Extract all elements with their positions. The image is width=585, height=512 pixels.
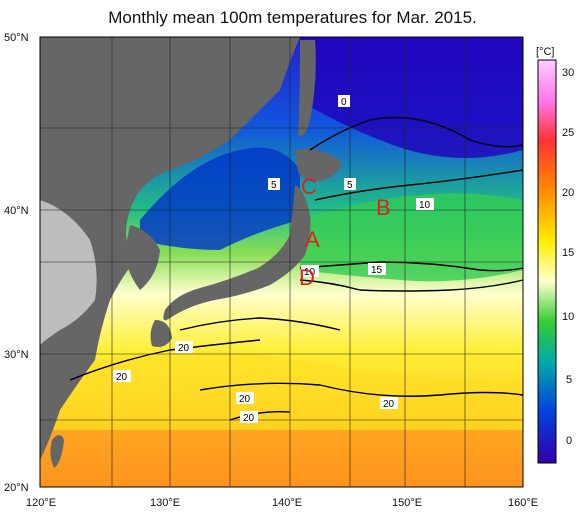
contour-label-0: 0 bbox=[341, 97, 347, 108]
colorbar-tick-25: 25 bbox=[562, 127, 574, 139]
lat-label-40n: 40°N bbox=[4, 205, 29, 217]
korean-peninsula bbox=[125, 225, 160, 290]
contour-label-20a: 20 bbox=[178, 343, 190, 354]
colorbar-tick-30: 30 bbox=[562, 67, 574, 79]
contour-label-20b: 20 bbox=[116, 372, 128, 383]
lon-label-150e: 150°E bbox=[392, 497, 422, 509]
isotherm-contours bbox=[69, 116, 524, 421]
marker-d: D bbox=[299, 265, 315, 290]
taiwan-island bbox=[50, 435, 64, 468]
colorbar-tick-20: 20 bbox=[562, 187, 574, 199]
contour-label-5a: 5 bbox=[271, 180, 277, 191]
colorbar-tick-0: 0 bbox=[566, 435, 572, 447]
subarctic-front-water bbox=[300, 193, 523, 282]
hokkaido-island bbox=[295, 148, 341, 182]
lat-label-20n: 20°N bbox=[4, 482, 29, 494]
contour-label-20d: 20 bbox=[243, 413, 255, 424]
lon-label-120e: 120°E bbox=[26, 497, 56, 509]
map-frame bbox=[39, 36, 524, 488]
china-lowland bbox=[40, 200, 97, 345]
colorbar-tick-15: 15 bbox=[562, 247, 574, 259]
lon-label-140e: 140°E bbox=[272, 497, 302, 509]
contour-label-10b: 10 bbox=[304, 267, 316, 278]
map-title: Monthly mean 100m temperatures for Mar. … bbox=[108, 8, 477, 27]
subtropical-band bbox=[40, 352, 523, 430]
marker-b: B bbox=[376, 195, 391, 220]
colorbar-tick-10: 10 bbox=[562, 311, 574, 323]
japan-sea-water bbox=[140, 147, 300, 250]
colorbar-tick-5: 5 bbox=[566, 374, 572, 386]
marker-c: C bbox=[301, 174, 317, 199]
contour-label-15: 15 bbox=[371, 265, 383, 276]
asia-mainland bbox=[40, 37, 300, 460]
contour-label-10a: 10 bbox=[419, 200, 431, 211]
lon-label-160e: 160°E bbox=[508, 497, 538, 509]
contour-label-20c: 20 bbox=[239, 394, 251, 405]
marker-a: A bbox=[305, 227, 320, 252]
colorbar-unit: [°C] bbox=[536, 46, 554, 58]
contour-labels: 0 5 5 10 10 15 20 20 20 20 20 bbox=[113, 95, 434, 424]
honshu-island bbox=[163, 185, 311, 321]
lat-label-50n: 50°N bbox=[4, 32, 29, 44]
lat-label-30n: 30°N bbox=[4, 349, 29, 361]
lon-label-130e: 130°E bbox=[150, 497, 180, 509]
contour-label-20e: 20 bbox=[383, 399, 395, 410]
contour-label-5b: 5 bbox=[347, 180, 353, 191]
warm-band bbox=[40, 430, 523, 487]
kyushu-island bbox=[150, 320, 172, 347]
colorbar: [°C] 30 25 20 15 10 5 0 bbox=[536, 46, 574, 464]
sakhalin-island bbox=[298, 40, 316, 136]
colorbar-scale bbox=[537, 59, 557, 464]
